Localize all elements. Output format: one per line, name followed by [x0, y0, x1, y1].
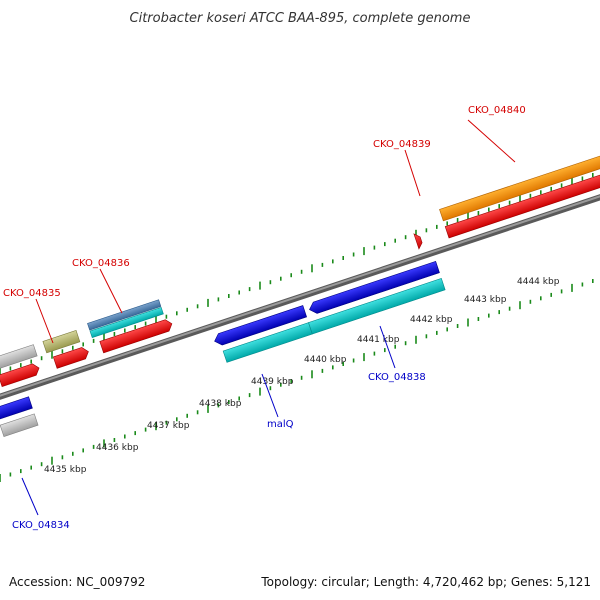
scale-label-4435: 4435 kbp: [44, 465, 87, 475]
cds-cko-04834-forward[interactable]: [0, 362, 41, 388]
gene-cko-04836-upper[interactable]: [87, 299, 162, 331]
gene-cko-04838[interactable]: [308, 260, 440, 315]
label-cko-04836[interactable]: CKO_04836: [72, 258, 130, 269]
leader-line-cko-04840: [467, 119, 516, 163]
label-cko-04835[interactable]: CKO_04835: [3, 288, 61, 299]
leader-line-cko-04835: [35, 298, 54, 344]
cds-cko-04838[interactable]: [308, 278, 446, 335]
leader-line-malq: [261, 373, 279, 418]
scale-label-4439: 4439 kbp: [251, 377, 294, 387]
gene-cko-04840[interactable]: [439, 155, 600, 222]
leader-line-cko-04839: [404, 149, 421, 197]
leader-line-cko-04834: [21, 477, 39, 516]
scale-label-4437: 4437 kbp: [147, 421, 190, 431]
cds-cko-04840[interactable]: [444, 171, 600, 239]
cds-cko-04834-reverse[interactable]: [0, 413, 39, 437]
genome-summary-text: Topology: circular; Length: 4,720,462 bp…: [260, 575, 591, 589]
scale-label-4436: 4436 kbp: [96, 443, 139, 453]
scale-label-4442: 4442 kbp: [410, 315, 453, 325]
accession-text: Accession: NC_009792: [9, 575, 145, 589]
upper-tick-track: [0, 173, 594, 376]
cds-cko-04839[interactable]: [413, 232, 424, 250]
scale-label-4444: 4444 kbp: [517, 277, 560, 287]
scale-label-4438: 4438 kbp: [199, 399, 242, 409]
gene-malq[interactable]: [213, 305, 308, 347]
map-title: Citrobacter koseri ATCC BAA-895, complet…: [130, 11, 471, 26]
genome-backbone-highlight: [0, 195, 600, 397]
label-cko-04840[interactable]: CKO_04840: [468, 105, 526, 116]
label-cko-04838[interactable]: CKO_04838: [368, 372, 426, 383]
label-malq[interactable]: malQ: [267, 419, 294, 430]
gene-cko-04835[interactable]: [42, 330, 81, 354]
lower-tick-track: [0, 279, 594, 482]
scale-label-4441: 4441 kbp: [357, 335, 400, 345]
scale-labels: 4435 kbp 4436 kbp 4437 kbp 4438 kbp 4439…: [44, 277, 560, 475]
leader-line-cko-04838: [379, 325, 396, 369]
cds-cko-04835[interactable]: [52, 346, 90, 369]
gene-cko-04834-forward[interactable]: [0, 344, 38, 370]
gene-cko-04834-reverse[interactable]: [0, 396, 33, 420]
gene-cko-04836-lower[interactable]: [89, 306, 164, 339]
label-cko-04834[interactable]: CKO_04834: [12, 520, 70, 531]
leader-line-cko-04836: [99, 268, 123, 314]
scale-label-4443: 4443 kbp: [464, 295, 507, 305]
cds-cko-04836[interactable]: [99, 318, 174, 354]
scale-label-4440: 4440 kbp: [304, 355, 347, 365]
gene-annotations: CKO_04840 CKO_04839 CKO_04836 CKO_04835 …: [3, 105, 526, 531]
label-cko-04839[interactable]: CKO_04839: [373, 139, 431, 150]
